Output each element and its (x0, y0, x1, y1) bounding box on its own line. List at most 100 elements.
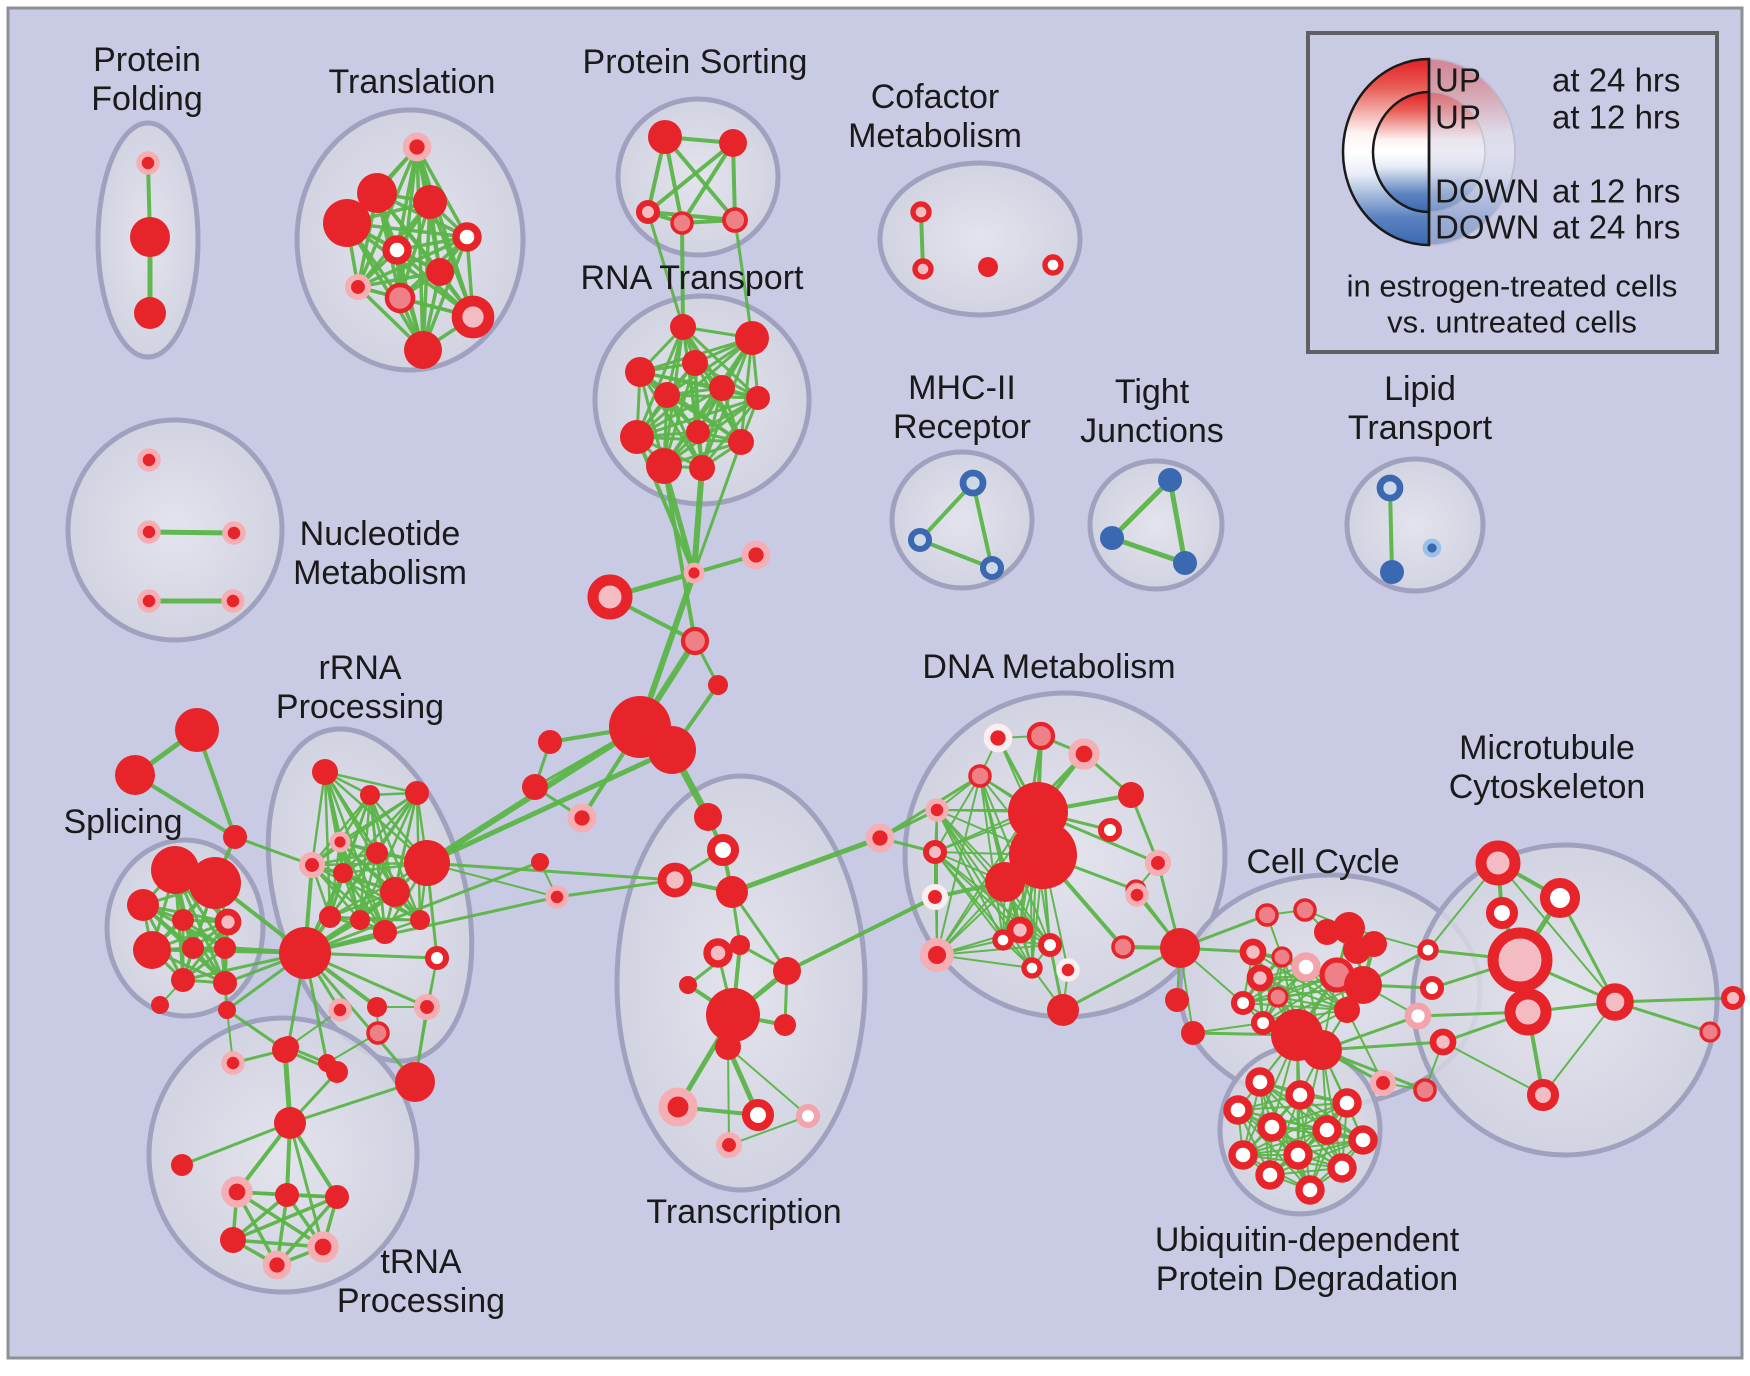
legend-caption-line2: vs. untreated cells (1387, 305, 1637, 340)
network-node-r16 (367, 997, 387, 1017)
network-node-bw1 (1417, 939, 1439, 961)
network-node-s8 (214, 937, 236, 959)
network-node-r11 (350, 910, 370, 930)
network-edge (663, 135, 737, 222)
network-edge (1269, 1102, 1348, 1176)
network-node-lt3 (1422, 538, 1442, 558)
network-edge (310, 770, 327, 867)
network-node-mh3 (979, 555, 1005, 581)
network-node-r17 (413, 993, 441, 1021)
network-edge (303, 860, 542, 955)
network-node-txl (658, 1087, 698, 1127)
network-node-t9 (384, 282, 416, 314)
network-edge (345, 221, 475, 319)
network-node-txi (773, 957, 801, 985)
network-node-cc13 (1246, 964, 1274, 992)
cluster-ellipse-trna-processing (146, 1015, 420, 1295)
network-node-t11 (404, 331, 442, 369)
network-edge (1613, 996, 1735, 1004)
network-node-rt12 (689, 455, 715, 481)
network-node-mh1 (959, 469, 987, 497)
network-node-h4 (220, 1227, 246, 1253)
network-edge (328, 851, 379, 919)
cluster-label-rrna-processing: Processing (276, 688, 444, 726)
cluster-label-ubiquitin: Ubiquitin-dependent (1155, 1221, 1460, 1259)
network-node-ps2 (719, 129, 747, 157)
network-edge (727, 1046, 809, 1117)
network-edge (635, 396, 760, 439)
legend-row-time: at 12 hrs (1552, 173, 1680, 210)
network-node-dm19 (1047, 994, 1079, 1026)
network-node-dm16 (1021, 957, 1043, 979)
network-node-rt3 (625, 357, 655, 387)
cluster-label-ubiquitin: Protein Degradation (1156, 1260, 1458, 1298)
network-node-rt14 (741, 540, 771, 570)
network-node-rhub (279, 927, 331, 979)
network-edge (231, 1195, 339, 1242)
network-node-h5 (307, 1231, 339, 1263)
cluster-label-nucleotide-metabolism: Nucleotide (300, 515, 461, 553)
cluster-label-trna-processing: Processing (337, 1282, 505, 1320)
network-node-ub8 (1228, 1140, 1258, 1170)
network-node-ub9 (1283, 1140, 1313, 1170)
network-edge (1109, 535, 1188, 566)
cluster-label-tight-junctions: Junctions (1080, 412, 1224, 450)
network-node-dm7 (1118, 782, 1144, 808)
network-edge (1242, 1002, 1348, 1011)
network-node-s1 (151, 846, 199, 894)
network-node-r9 (404, 840, 450, 886)
network-node-mc7 (1720, 985, 1746, 1011)
network-node-lt1 (1376, 474, 1404, 502)
network-node-txb (706, 833, 740, 867)
cluster-ellipse-cofactor-metabolism (877, 160, 1083, 318)
network-node-r8 (380, 877, 410, 907)
cluster-label-protein-sorting: Protein Sorting (583, 43, 808, 81)
network-edge (638, 370, 704, 470)
network-edge (646, 210, 737, 222)
cluster-label-rrna-processing: rRNA (318, 649, 401, 687)
network-node-dm4 (968, 764, 992, 788)
cluster-label-tight-junctions: Tight (1115, 373, 1190, 411)
network-node-dm8 (922, 839, 948, 865)
network-node-cc8 (1361, 931, 1387, 957)
network-node-h1 (221, 1176, 253, 1208)
network-node-ub6 (1312, 1115, 1342, 1145)
network-edge (310, 791, 419, 867)
network-node-tj1 (1158, 468, 1182, 492)
network-node-rt15 (587, 574, 633, 620)
network-node-dm13 (920, 938, 954, 972)
network-node-mh2 (907, 527, 933, 553)
network-node-ub11 (1255, 1160, 1285, 1190)
cluster-label-cofactor-metabolism: Metabolism (848, 117, 1022, 155)
cluster-label-cell-cycle: Cell Cycle (1246, 843, 1399, 881)
cluster-ellipse-mhc-ii-receptor (889, 449, 1035, 591)
network-node-r15 (328, 998, 352, 1022)
network-node-lt2 (1380, 560, 1404, 584)
network-node-b1 (272, 1037, 298, 1063)
legend-row-label: UP (1435, 99, 1481, 136)
network-edge (665, 336, 754, 397)
network-node-mc1 (1475, 840, 1521, 886)
network-node-r12 (373, 920, 397, 944)
network-node-s11 (151, 996, 169, 1014)
cluster-label-dna-metabolism: DNA Metabolism (922, 648, 1175, 686)
network-node-s12 (218, 1001, 236, 1019)
network-node-dm10 (1144, 849, 1172, 877)
network-edge (1320, 1040, 1445, 1052)
network-edge (180, 1121, 292, 1167)
network-node-ub4 (1223, 1095, 1253, 1125)
network-node-r6 (366, 842, 388, 864)
network-edge (692, 440, 743, 575)
network-node-tl (171, 1154, 193, 1176)
network-node-cc19 (1413, 1078, 1437, 1102)
network-edge (662, 396, 760, 468)
network-node-n3 (222, 521, 246, 545)
network-node-rt1 (670, 314, 696, 340)
network-edge (1388, 486, 1394, 574)
network-node-txf (703, 938, 733, 968)
cluster-label-protein-folding: Folding (91, 80, 203, 118)
network-node-cc3 (1255, 903, 1279, 927)
network-node-t6 (382, 235, 412, 265)
network-node-cn6 (708, 675, 728, 695)
